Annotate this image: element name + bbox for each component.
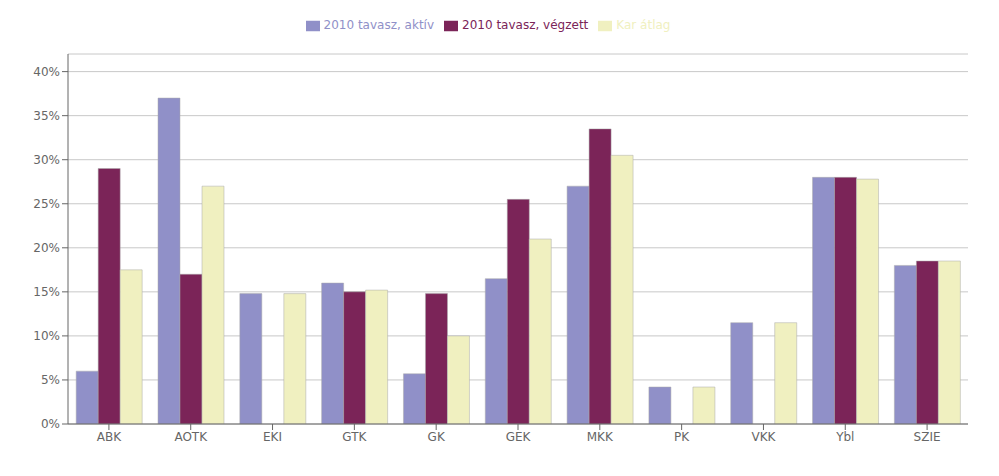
svg-text:GTK: GTK <box>342 430 367 444</box>
svg-text:Ybl: Ybl <box>835 430 854 444</box>
svg-text:5%: 5% <box>41 373 60 387</box>
svg-text:40%: 40% <box>33 65 60 79</box>
svg-text:10%: 10% <box>33 329 60 343</box>
svg-text:AOTK: AOTK <box>174 430 208 444</box>
svg-text:15%: 15% <box>33 285 60 299</box>
html-text:2010 tavasz, végzett: 2010 tavasz, végzett <box>462 18 589 32</box>
svg-text:EKI: EKI <box>263 430 282 444</box>
svg-text:0%: 0% <box>41 417 60 431</box>
svg-text:20%: 20% <box>33 241 60 255</box>
svg-text:30%: 30% <box>33 153 60 167</box>
html-text:2010 tavasz, aktív: 2010 tavasz, aktív <box>323 18 435 32</box>
svg-text:PK: PK <box>674 430 690 444</box>
svg-text:25%: 25% <box>33 197 60 211</box>
svg-text:VKK: VKK <box>751 430 776 444</box>
html-text:Kar átlag: Kar átlag <box>616 18 671 32</box>
svg-text:MKK: MKK <box>587 430 614 444</box>
svg-text:SZIE: SZIE <box>914 430 941 444</box>
svg-text:35%: 35% <box>33 109 60 123</box>
svg-text:GK: GK <box>428 430 446 444</box>
svg-text:ABK: ABK <box>97 430 122 444</box>
svg-text:GEK: GEK <box>506 430 532 444</box>
